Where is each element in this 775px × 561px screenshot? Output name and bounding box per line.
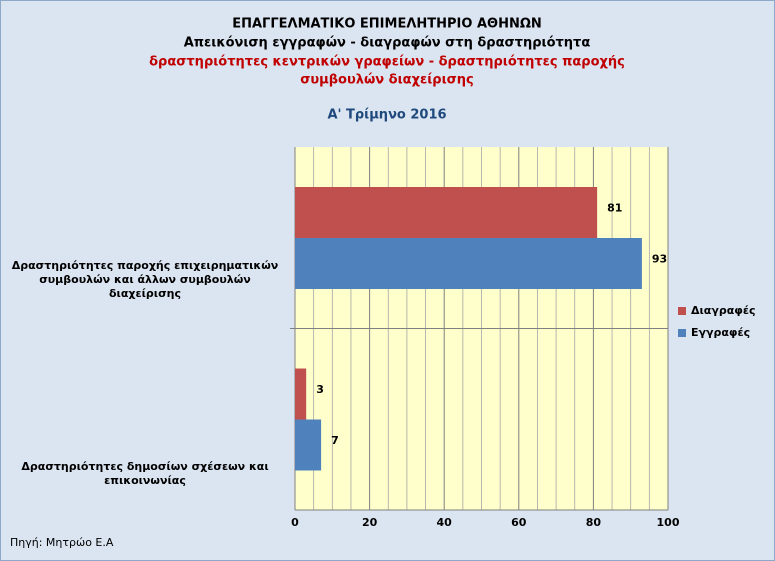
x-tick-label: 60 — [511, 516, 527, 529]
bar — [295, 238, 642, 289]
period: Α' Τρίμηνο 2016 — [327, 108, 446, 123]
category-label: Δραστηριότητες δημοσίων σχέσεων και επικ… — [21, 460, 269, 487]
chart-subtitle: δραστηριότητες κεντρικών γραφείων - δρασ… — [149, 55, 625, 70]
legend-label: Εγγραφές — [691, 326, 750, 339]
data-label: 3 — [316, 383, 324, 396]
x-tick-label: 100 — [657, 516, 680, 529]
data-label: 7 — [331, 434, 339, 447]
x-tick-label: 80 — [586, 516, 602, 529]
x-tick-label: 40 — [437, 516, 453, 529]
x-tick-label: 20 — [362, 516, 378, 529]
legend-swatch — [678, 307, 686, 315]
category-label: Δραστηριότητες παροχής επιχειρηματικών σ… — [11, 258, 279, 300]
source: Πηγή: Μητρώο Ε.Α — [10, 536, 114, 549]
legend-swatch — [678, 329, 686, 337]
bar — [295, 368, 307, 420]
bar — [295, 187, 598, 238]
x-tick-label: 0 — [291, 516, 299, 529]
bar — [295, 419, 322, 471]
chart-subtitle: συμβουλών διαχείρισης — [300, 73, 473, 88]
data-label: 81 — [607, 202, 622, 215]
chart-title: ΕΠΑΓΓΕΛΜΑΤΙΚΟ ΕΠΙΜΕΛΗΤΗΡΙΟ ΑΘΗΝΩΝ — [232, 17, 542, 32]
chart-title: Απεικόνιση εγγραφών - διαγραφών στη δρασ… — [184, 36, 591, 51]
data-label: 93 — [652, 253, 667, 266]
legend-label: Διαγραφές — [691, 304, 756, 317]
